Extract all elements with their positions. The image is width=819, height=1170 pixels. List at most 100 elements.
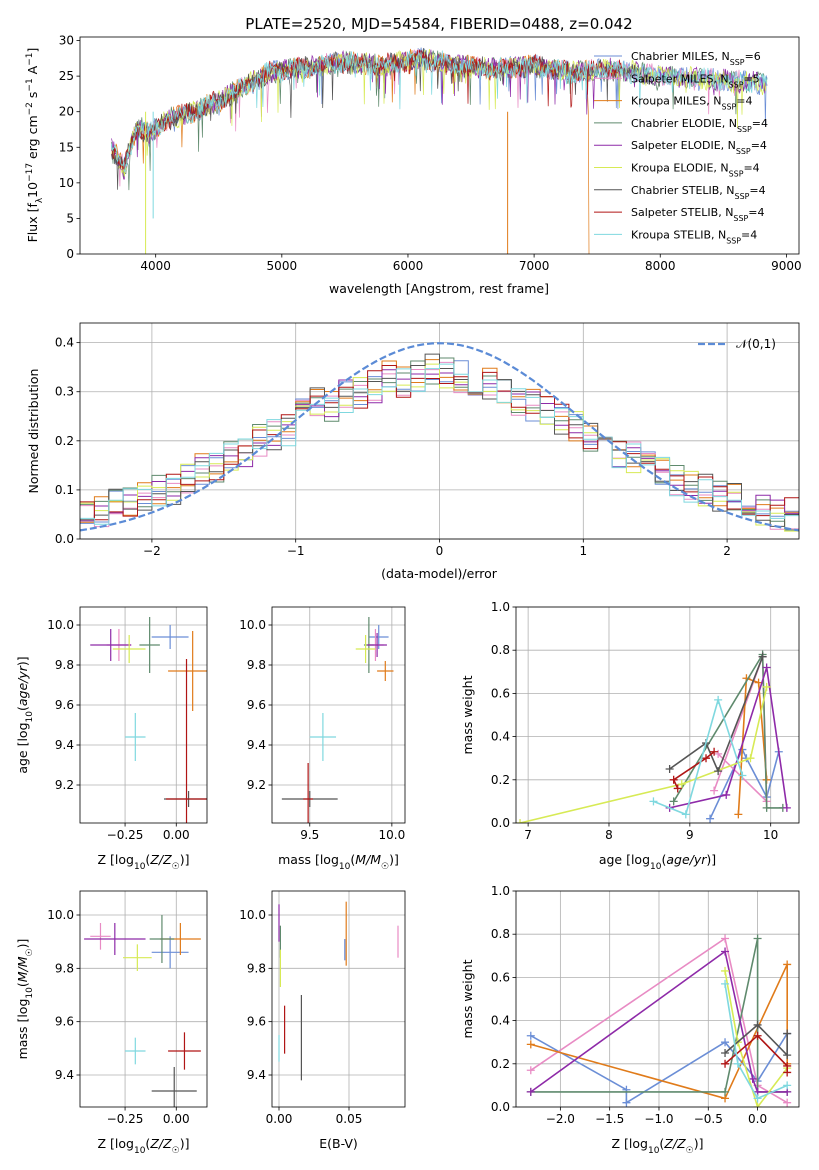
x-axis-label: age [log10(age/yr)] bbox=[599, 852, 716, 872]
y-tick-label: 9.2 bbox=[247, 778, 266, 792]
y-axis-label: mass [log10(M/M☉)] bbox=[15, 939, 35, 1060]
axes-frame bbox=[515, 890, 800, 1108]
x-tick-label: 0.00 bbox=[163, 828, 190, 842]
x-tick-label: 9000 bbox=[771, 259, 802, 273]
x-tick-label: −0.5 bbox=[694, 1112, 723, 1126]
x-tick-label: 0.05 bbox=[336, 1112, 363, 1126]
axes-frame bbox=[271, 606, 406, 824]
x-tick-label: −1 bbox=[287, 544, 305, 558]
legend-label: Kroupa MILES, NSSP=4 bbox=[631, 95, 752, 112]
axes-frame bbox=[515, 606, 800, 824]
weight-point bbox=[721, 1059, 730, 1068]
axes-frame bbox=[79, 322, 800, 540]
spectrum-series-line bbox=[111, 49, 623, 171]
y-tick-label: 0.4 bbox=[55, 336, 74, 350]
weight-point bbox=[526, 1087, 535, 1096]
grid bbox=[272, 891, 405, 1107]
weight-point bbox=[783, 1029, 792, 1038]
x-tick-label: 10.0 bbox=[379, 828, 406, 842]
spectrum-axes: 4000 5000 6000 7000 8000 9000 0 5 10 15 20 25 30 PLAT… bbox=[25, 15, 802, 296]
y-tick-label: 0.2 bbox=[491, 773, 510, 787]
y-tick-label: 0.0 bbox=[491, 1100, 510, 1114]
plot-area bbox=[84, 915, 201, 1107]
weight-point bbox=[526, 1040, 535, 1049]
y-tick-label: 0.6 bbox=[491, 970, 510, 984]
x-tick-label: −2 bbox=[143, 544, 161, 558]
residual-histogram bbox=[80, 363, 799, 532]
weight-point bbox=[710, 786, 719, 795]
weight-series-line bbox=[653, 697, 744, 816]
x-tick-label: 0.0 bbox=[748, 1112, 767, 1126]
axes-frame bbox=[271, 890, 406, 1108]
weight-point bbox=[758, 652, 767, 661]
y-tick-label: 20 bbox=[59, 105, 74, 119]
weight-point bbox=[665, 765, 674, 773]
y-tick-label: 0.2 bbox=[491, 1057, 510, 1071]
weight-series-line bbox=[669, 667, 788, 809]
x-tick-label: 7000 bbox=[519, 259, 550, 273]
x-tick-label: −0.25 bbox=[107, 1112, 144, 1126]
weight-point bbox=[783, 1051, 792, 1060]
grid bbox=[80, 891, 207, 1107]
residual-histogram bbox=[80, 353, 799, 527]
x-tick-label: 6000 bbox=[393, 259, 424, 273]
y-tick-label: 10 bbox=[59, 176, 74, 190]
weight-point bbox=[649, 797, 658, 806]
y-tick-label: 9.6 bbox=[247, 698, 266, 712]
x-axis-label: (data-model)/error bbox=[381, 566, 498, 581]
y-tick-label: 10.0 bbox=[239, 618, 266, 632]
plot-area bbox=[80, 342, 799, 532]
plot-area bbox=[526, 934, 792, 1107]
x-tick-label: 9 bbox=[686, 828, 694, 842]
weight-series-line bbox=[530, 964, 788, 1100]
weight-series-line bbox=[519, 686, 768, 823]
y-tick-label: 10.0 bbox=[47, 618, 74, 632]
y-tick-label: 9.4 bbox=[247, 1068, 266, 1082]
x-tick-label: 2 bbox=[723, 544, 731, 558]
weight-point bbox=[516, 819, 525, 823]
y-tick-label: 9.8 bbox=[247, 658, 266, 672]
y-tick-label: 0.6 bbox=[491, 686, 510, 700]
weight-point bbox=[681, 810, 690, 819]
y-tick-label: 9.4 bbox=[55, 1068, 74, 1082]
y-tick-label: 9.6 bbox=[55, 1015, 74, 1029]
y-tick-label: 9.8 bbox=[55, 658, 74, 672]
y-axis-label: Flux [fλ10−17 erg cm−2 s−1 A−1] bbox=[25, 48, 45, 243]
weight-point bbox=[753, 1031, 762, 1040]
grid bbox=[516, 890, 799, 1108]
legend-label: Chabrier ELODIE, NSSP=4 bbox=[631, 117, 768, 133]
y-tick-label: 9.6 bbox=[247, 1015, 266, 1029]
mass-vs-metallicity-axes: −0.25 0.00 9.4 9.6 9.8 10.0 Z [log10(Z/Z☉)] mas… bbox=[15, 890, 208, 1156]
weight-point bbox=[746, 754, 755, 763]
weight-point bbox=[753, 934, 762, 943]
x-tick-label: −1.0 bbox=[644, 1112, 673, 1126]
legend-label: Salpeter STELIB, NSSP=4 bbox=[631, 206, 764, 223]
weight-point bbox=[721, 979, 730, 988]
x-axis-label: mass [log10(M/M☉)] bbox=[278, 852, 399, 872]
mass-weight-vs-age-axes: 7 8 9 10 0.0 0.2 0.4 0.6 0.8 1.0 age [log10(age/yr… bbox=[460, 600, 800, 872]
age-vs-metallicity-axes: −0.25 0.00 9.2 9.4 9.6 9.8 10.0 Z [log10(Z/Z☉)]… bbox=[15, 606, 208, 872]
residual-histogram bbox=[80, 365, 799, 521]
weight-series-line bbox=[530, 1033, 788, 1105]
chart-title: PLATE=2520, MJD=54584, FIBERID=0488, z=0… bbox=[245, 15, 632, 33]
y-axis-label: mass weight bbox=[460, 675, 475, 754]
plot-area bbox=[281, 617, 394, 823]
weight-series-line bbox=[724, 1023, 788, 1058]
y-tick-label: 9.8 bbox=[55, 961, 74, 975]
x-tick-label: −0.25 bbox=[107, 828, 144, 842]
weight-point bbox=[762, 663, 771, 672]
weight-point bbox=[783, 1081, 792, 1090]
weight-point bbox=[733, 1059, 742, 1068]
x-tick-label: 0.00 bbox=[163, 1112, 190, 1126]
y-tick-label: 0.0 bbox=[55, 532, 74, 546]
weight-point bbox=[753, 1103, 762, 1107]
axes-frame bbox=[79, 36, 800, 255]
weight-series-line bbox=[724, 983, 788, 1100]
grid bbox=[80, 607, 207, 823]
y-tick-label: 15 bbox=[59, 140, 74, 154]
weight-point bbox=[526, 1031, 535, 1040]
legend-label: Salpeter MILES, NSSP=5 bbox=[631, 72, 760, 89]
weight-series-line bbox=[724, 970, 788, 1107]
weight-point bbox=[714, 767, 723, 776]
weight-point bbox=[753, 1020, 762, 1029]
